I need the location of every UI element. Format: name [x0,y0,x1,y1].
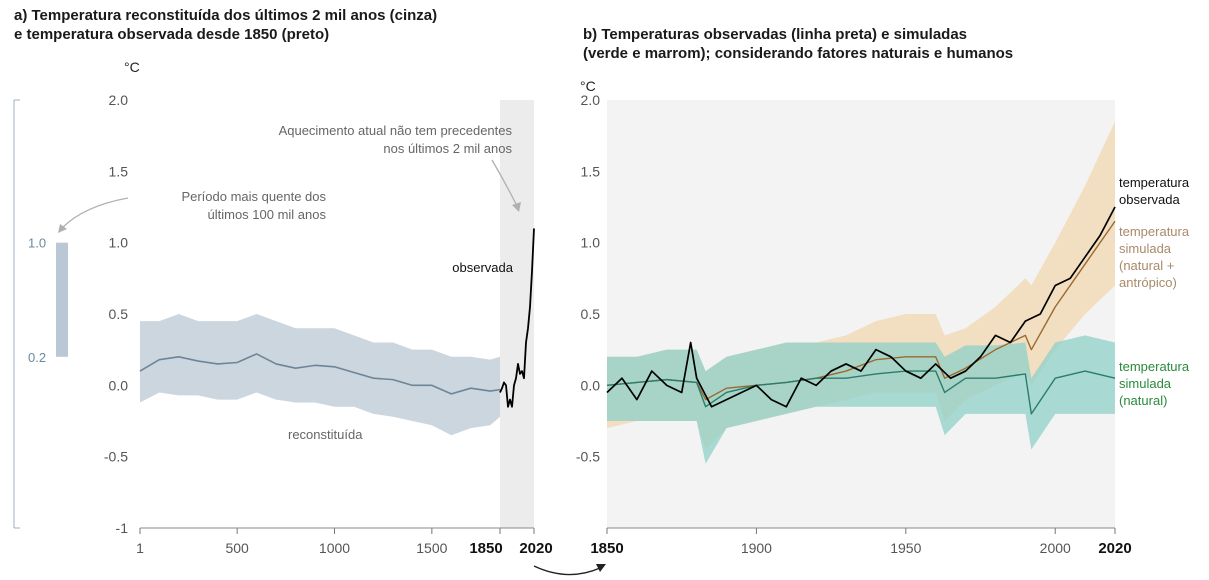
chart-b-y-tick-label: 0.0 [581,377,601,393]
chart-a-x-tick-label: 1500 [416,540,447,556]
chart-a-observed-line [499,228,535,408]
chart-a-annotation-warmest-line1: Período mais quente dos [181,189,326,204]
chart-a-annotation-unprecedented-line1: Aquecimento atual não tem precedentes [279,123,513,138]
chart-a-annotation-warmest-line2: últimos 100 mil anos [208,207,327,222]
chart-b-x-tick-label: 1900 [741,540,772,556]
chart-b-x-tick-label-bold: 1850 [590,540,623,557]
chart-b-series-label: simulada [1119,241,1172,256]
chart-a-arrowhead-warmest [58,224,67,233]
chart-b-y-tick-label: 2.0 [581,92,601,108]
chart-a-y-tick-label: -0.5 [104,449,128,465]
chart-a-arrowhead-unprecedented [512,202,521,212]
chart-b-anthropogenic-line [606,220,1116,401]
chart-a-recent-shading [500,100,534,528]
chart-b-title-line2: (verde e marrom); considerando fatores n… [583,45,1013,62]
chart-a-ylabel: °C [124,59,140,75]
chart-b-x-tick-label-bold: 2020 [1098,540,1131,557]
chart-a-y-tick-label: 1.0 [109,235,129,251]
chart-b-observed-line [606,206,1116,408]
panel-link-arrow [533,565,601,576]
chart-a-reconstructed-band [140,314,500,436]
chart-a-x-tick-label: 1000 [319,540,350,556]
chart-a-title-line1: a) Temperatura reconstituída dos últimos… [14,7,437,24]
chart-b-y-tick-label: 0.5 [581,306,601,322]
chart-a-y-tick-label: 2.0 [109,92,129,108]
chart-a-x-tick-label: 1 [136,540,144,556]
chart-b-ylabel: °C [580,78,596,94]
chart-b-y-tick-label: 1.5 [581,163,601,179]
chart-b-x-tick-label: 1950 [890,540,921,556]
chart-b-series-label: simulada [1119,376,1172,391]
chart-b-y-tick-label: 1.0 [581,235,601,251]
chart-a-y-tick-label: 1.5 [109,163,129,179]
chart-a-y-tick-label: 0.5 [109,306,129,322]
chart-b-series-label: temperatura [1119,359,1190,374]
chart-b-series-label: observada [1119,192,1180,207]
chart-b-series-label: (natural + [1119,258,1174,273]
chart-a-label-reconstituida: reconstituída [288,427,363,442]
chart-b-y-tick-label: -0.5 [576,449,600,465]
chart-a-x-tick-label: 500 [225,540,249,556]
chart-a-y-tick-label: -1 [116,520,129,536]
chart-b-natural-line [606,370,1116,415]
chart-b-series-label: antrópico) [1119,275,1177,290]
chart-b-series-label: (natural) [1119,393,1167,408]
chart-a-warmest-bar [56,242,68,357]
chart-b-x-tick-label: 2000 [1040,540,1071,556]
chart-a-title-line2: e temperatura observada desde 1850 (pret… [14,26,329,43]
chart-a-annotation-unprecedented-line2: nos últimos 2 mil anos [383,141,512,156]
panel-link-arrowhead [596,564,606,572]
chart-a-reconstructed-line [139,353,501,395]
chart-b-series-label: temperatura [1119,175,1190,190]
chart-a-warmest-high-label: 1.0 [28,236,46,251]
chart-b-natural-band [607,335,1115,464]
chart-a-arrow-unprecedented [491,159,518,207]
chart-a-x-tick-label-bold: 1850 [469,540,502,557]
chart-b-series-label: temperatura [1119,224,1190,239]
chart-b-title-line1: b) Temperaturas observadas (linha preta)… [583,26,967,43]
chart-a-arrow-warmest [61,197,129,229]
chart-a-x-tick-label-bold: 2020 [519,540,552,557]
chart-a-label-observada: observada [452,260,513,275]
chart-a-y-tick-label: 0.0 [109,377,129,393]
chart-a-warmest-low-label: 0.2 [28,350,46,365]
